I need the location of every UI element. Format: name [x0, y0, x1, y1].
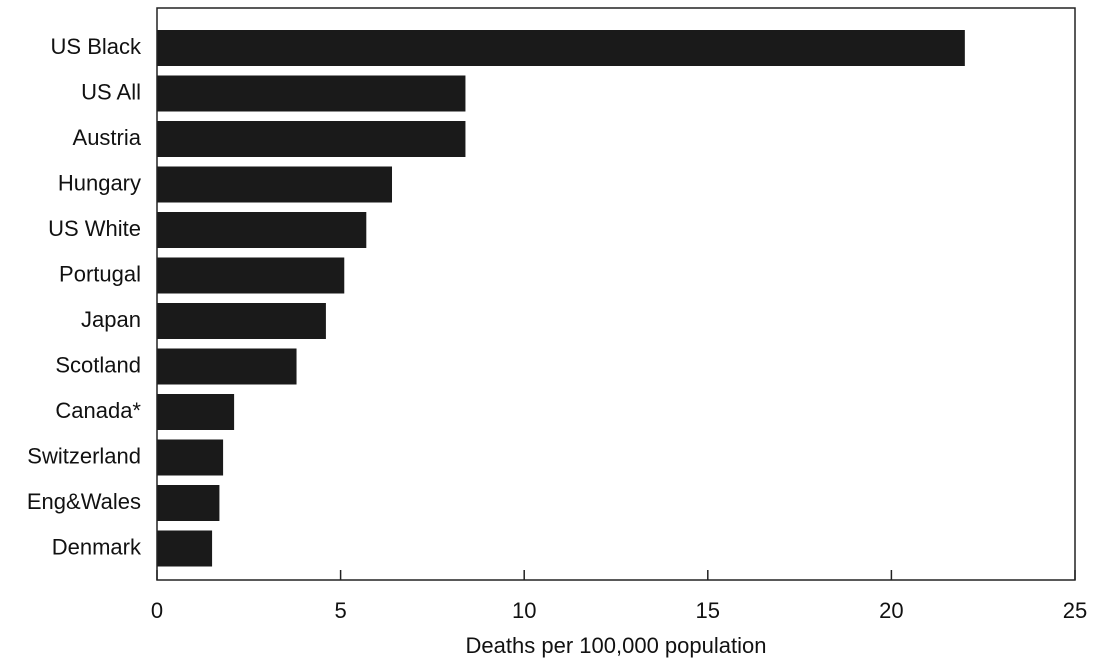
- x-axis-ticks: 0 5 10 15 20 25: [151, 570, 1087, 623]
- category-label: Japan: [81, 307, 141, 332]
- x-tick-label: 5: [334, 598, 346, 623]
- bar-eng-wales: [157, 485, 220, 521]
- category-label: Scotland: [55, 352, 141, 377]
- category-label: Austria: [73, 125, 142, 150]
- bar-canada: [157, 394, 235, 430]
- x-tick-label: 20: [879, 598, 903, 623]
- category-labels: US Black US All Austria Hungary US White Port…: [27, 34, 142, 560]
- category-label: Canada*: [55, 398, 141, 423]
- category-label: Hungary: [58, 170, 141, 195]
- bar-scotland: [157, 348, 297, 385]
- category-label: US Black: [51, 34, 142, 59]
- bar-portugal: [157, 257, 345, 294]
- category-label: Eng&Wales: [27, 489, 141, 514]
- x-tick-label: 0: [151, 598, 163, 623]
- bars: [157, 30, 965, 567]
- x-axis-title: Deaths per 100,000 population: [466, 633, 767, 658]
- category-label: Denmark: [52, 534, 142, 559]
- plot-frame: [156, 7, 1076, 581]
- bar-switzerland: [157, 439, 224, 476]
- x-tick-label: 10: [512, 598, 536, 623]
- bar-us-all: [157, 75, 466, 112]
- category-label: Portugal: [59, 261, 141, 286]
- category-label: US White: [48, 216, 141, 241]
- bar-austria: [157, 121, 466, 157]
- category-label: Switzerland: [27, 443, 141, 468]
- bar-us-black: [157, 30, 965, 66]
- x-tick-label: 25: [1063, 598, 1087, 623]
- category-label: US All: [81, 79, 141, 104]
- bar-us-white: [157, 212, 367, 248]
- bar-denmark: [157, 530, 213, 567]
- bar-japan: [157, 303, 326, 339]
- x-tick-label: 15: [696, 598, 720, 623]
- bar-hungary: [157, 166, 393, 203]
